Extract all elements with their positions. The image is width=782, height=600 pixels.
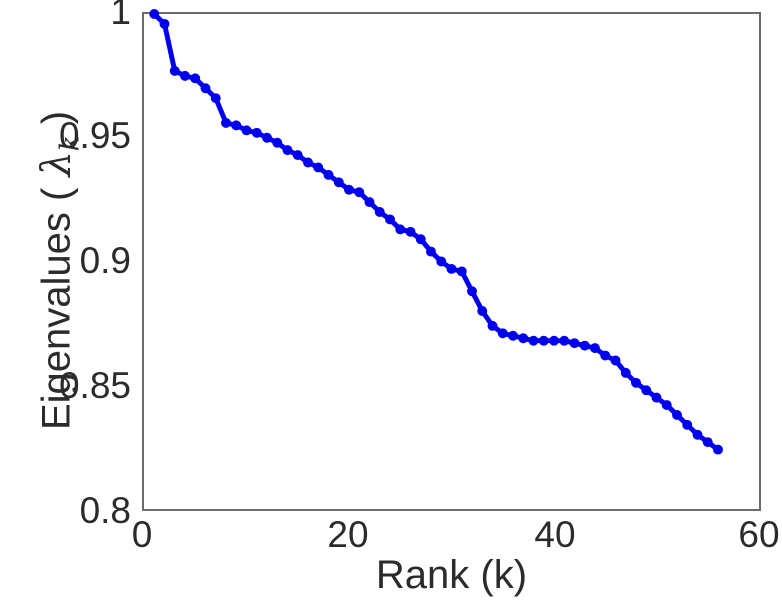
- eigenvalue-series: [149, 9, 723, 455]
- x-axis-label: Rank (k): [375, 553, 528, 597]
- data-point: [672, 409, 682, 420]
- data-point: [702, 437, 713, 448]
- data-point: [210, 93, 221, 104]
- y-tick-label: 0.85: [58, 365, 131, 406]
- data-point: [354, 187, 365, 198]
- data-point: [262, 132, 272, 143]
- y-tick-label: 0.9: [79, 240, 131, 281]
- data-point: [251, 127, 262, 138]
- data-point: [159, 18, 170, 29]
- data-point: [374, 207, 385, 217]
- x-tick-label: 60: [738, 514, 780, 555]
- x-tick-label: 40: [534, 514, 576, 555]
- data-point: [569, 338, 580, 349]
- data-point: [344, 184, 354, 195]
- lambda-symbol: λ: [33, 151, 80, 177]
- data-point: [241, 125, 252, 136]
- data-point: [692, 429, 703, 440]
- data-point: [487, 320, 498, 331]
- data-point: [426, 246, 436, 257]
- data-point: [579, 340, 590, 351]
- data-point: [405, 226, 416, 237]
- data-point: [610, 355, 621, 366]
- data-point: [169, 65, 180, 76]
- data-point: [180, 70, 190, 81]
- data-point: [282, 145, 293, 156]
- data-point: [323, 169, 334, 180]
- x-tick-label: 0: [131, 514, 153, 555]
- data-point: [149, 9, 160, 19]
- data-point: [477, 306, 488, 316]
- data-point: [231, 120, 242, 131]
- data-point: [620, 367, 631, 378]
- data-point: [364, 197, 375, 208]
- y-tick-label: 1: [110, 0, 131, 32]
- data-point: [333, 177, 344, 188]
- data-point: [190, 73, 201, 84]
- data-point: [590, 343, 600, 354]
- lambda-subscript: k: [55, 135, 86, 152]
- y-axis-label: Eigenvalues ( λk ): [33, 110, 86, 431]
- data-point: [497, 328, 508, 339]
- data-point: [436, 256, 447, 267]
- data-point: [538, 335, 549, 346]
- data-point: [385, 214, 395, 225]
- data-point: [713, 444, 723, 455]
- data-point: [528, 335, 539, 346]
- data-point: [200, 83, 211, 94]
- data-point: [508, 330, 518, 341]
- data-point: [641, 385, 652, 396]
- data-point: [395, 224, 406, 235]
- x-tick-label: 20: [327, 514, 369, 555]
- data-point: [682, 419, 693, 430]
- y-tick-label: 0.8: [79, 490, 131, 531]
- data-point: [272, 137, 283, 148]
- data-point: [467, 286, 477, 297]
- data-markers: [149, 9, 723, 455]
- data-point: [661, 400, 672, 411]
- data-point: [446, 263, 457, 274]
- data-point: [651, 392, 662, 403]
- data-point: [600, 350, 611, 361]
- data-point: [456, 266, 467, 277]
- data-point: [292, 150, 303, 161]
- data-point: [303, 157, 313, 168]
- data-point: [518, 333, 529, 344]
- data-point: [415, 234, 426, 245]
- data-point: [549, 335, 559, 346]
- plot-area: [142, 9, 761, 511]
- data-point: [631, 377, 641, 388]
- data-point: [313, 162, 324, 173]
- data-point: [221, 117, 231, 128]
- y-tick-label: 0.95: [58, 115, 131, 156]
- data-point: [559, 335, 570, 346]
